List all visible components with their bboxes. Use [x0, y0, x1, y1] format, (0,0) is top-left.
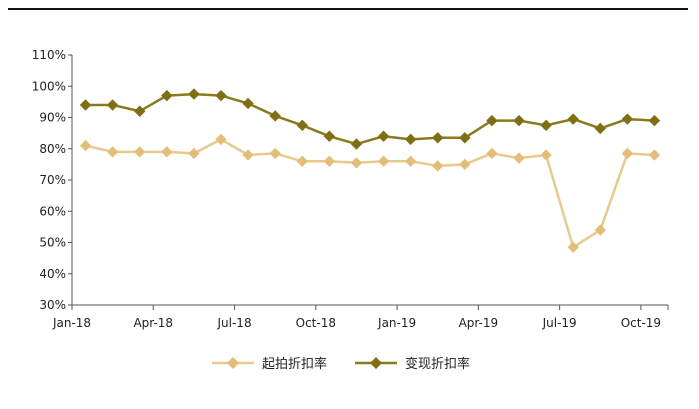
series-1-point — [621, 113, 634, 125]
y-tick-label: 90% — [39, 111, 66, 125]
series-1-point — [458, 131, 471, 144]
series-0-point — [323, 155, 336, 168]
legend-label-0: 起拍折扣率 — [262, 356, 327, 372]
series-1-point — [296, 119, 309, 132]
series-1-point — [215, 89, 227, 102]
series-line-0 — [85, 138, 655, 249]
series-0-point — [215, 133, 227, 146]
x-axis: Jan-18 Apr-18 Jul-18 Oct-18 Jan-19 Apr-19 Jul-… — [52, 304, 669, 330]
y-tick-label: 110% — [32, 48, 66, 62]
series-0-point — [404, 155, 417, 168]
series-1-point — [431, 131, 444, 144]
series-1-point — [106, 99, 119, 111]
x-tick-label: Apr-18 — [133, 316, 173, 330]
series-1-point — [648, 114, 661, 127]
series-0-point — [242, 149, 254, 161]
series-0-point — [160, 146, 173, 158]
legend-item-1: 变现折扣率 — [355, 356, 470, 372]
y-tick-label: 100% — [32, 79, 66, 93]
series-1-point — [486, 114, 498, 127]
series-0-point — [458, 158, 471, 171]
top-rule — [8, 8, 688, 10]
series-1-point — [242, 97, 254, 110]
y-tick-label: 40% — [39, 267, 66, 281]
y-tick-label: 60% — [39, 204, 66, 218]
series-1-point — [269, 110, 282, 122]
series-0-point — [594, 224, 607, 236]
x-tick-label: Oct-18 — [296, 316, 336, 330]
legend-label-1: 变现折扣率 — [405, 356, 470, 372]
series-0-point — [648, 149, 661, 161]
series-1-point — [323, 130, 336, 143]
series-0-point — [133, 146, 146, 158]
x-tick-label: Jul-19 — [542, 316, 577, 330]
series-0-point — [567, 241, 580, 254]
x-tick-label: Apr-19 — [459, 316, 499, 330]
series-1-point — [350, 138, 363, 150]
series-0-point — [269, 147, 282, 160]
series-1-point — [133, 105, 146, 118]
series-1-point — [79, 99, 92, 111]
series-1-point — [377, 130, 390, 143]
legend: 起拍折扣率 变现折扣率 — [212, 356, 470, 372]
x-tick-label: Oct-19 — [621, 316, 661, 330]
series-1-point — [594, 122, 607, 135]
y-tick-label: 50% — [39, 236, 66, 250]
series-0-point — [79, 139, 92, 152]
series-1-point — [188, 88, 200, 100]
series-line-1 — [85, 92, 655, 146]
x-tick-label: Jul-18 — [217, 316, 252, 330]
series-1-point — [513, 114, 525, 127]
y-tick-label: 30% — [39, 298, 66, 312]
y-tick-label: 70% — [39, 173, 66, 187]
x-tick-label: Jan-18 — [52, 316, 91, 330]
series-0-point — [106, 146, 119, 158]
series-1-point — [567, 113, 580, 125]
x-tick-label: Jan-19 — [377, 316, 416, 330]
y-tick-label: 80% — [39, 142, 66, 156]
series-lines — [79, 88, 661, 254]
series-1-point — [540, 119, 552, 132]
series-0-point — [621, 147, 634, 160]
series-0-point — [513, 152, 525, 164]
series-0-point — [350, 156, 363, 169]
series-0-point — [188, 147, 200, 160]
series-1-point — [404, 133, 417, 146]
series-0-point — [296, 155, 309, 168]
legend-marker-1 — [370, 357, 382, 369]
series-0-point — [486, 147, 498, 160]
legend-marker-0 — [227, 357, 239, 369]
y-axis: 30% 40% 50% 60% 70% 80% 90% 100% 110% — [32, 48, 73, 312]
series-1-point — [160, 89, 173, 102]
series-0-point — [431, 160, 444, 172]
series-0-point — [540, 149, 552, 161]
series-0-point — [377, 155, 390, 168]
legend-item-0: 起拍折扣率 — [212, 356, 327, 372]
